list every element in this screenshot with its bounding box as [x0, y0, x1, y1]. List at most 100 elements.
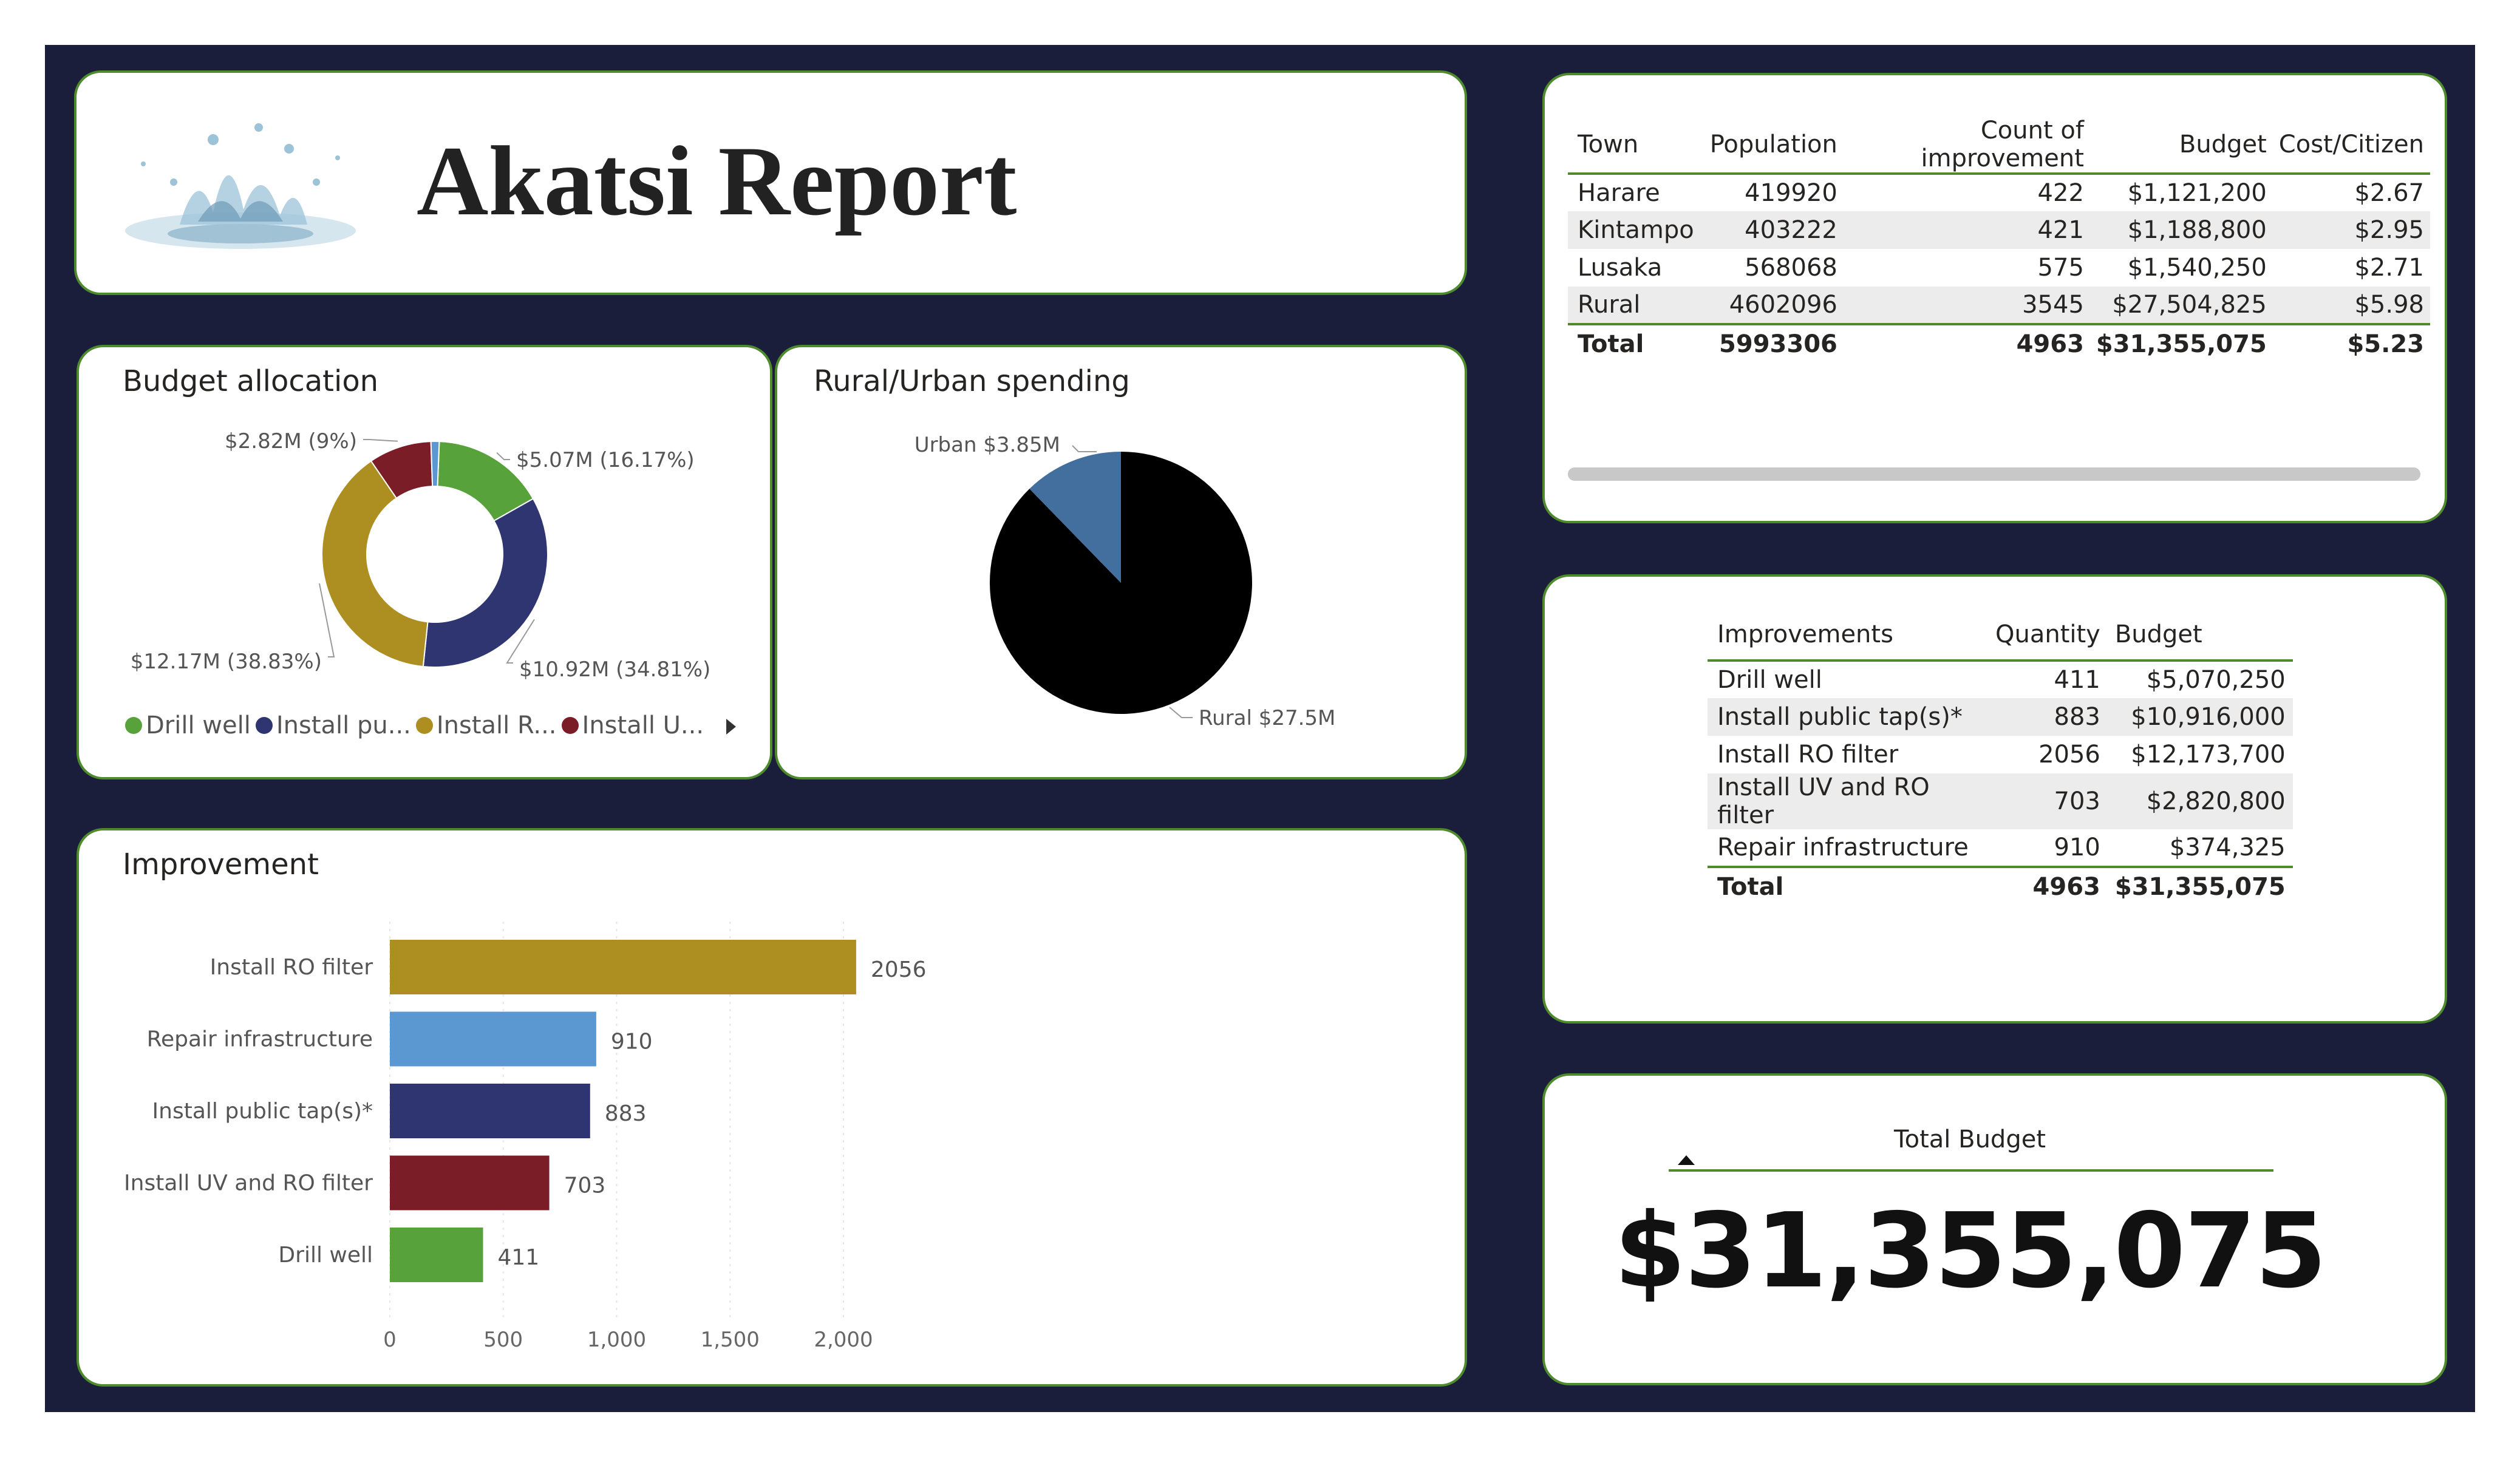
- table-cell: $5,070,250: [2146, 666, 2286, 694]
- table-cell: $374,325: [2169, 834, 2286, 861]
- total-population: 5993306: [1703, 323, 1844, 363]
- table-cell: $5.98: [2354, 291, 2424, 319]
- bar-data-label: 883: [605, 1101, 647, 1126]
- table-cell: $12,173,700: [2131, 741, 2286, 769]
- bar[interactable]: [390, 940, 856, 994]
- donut-data-label: $10.92M (34.81%): [519, 657, 710, 682]
- table-cell: $1,540,250: [2127, 254, 2267, 282]
- legend-label: Install R...: [436, 712, 557, 739]
- column-header-budget[interactable]: Budget: [2089, 117, 2273, 175]
- column-header-town[interactable]: Town: [1568, 117, 1704, 175]
- table-row[interactable]: Drill well 411 $5,070,250: [1708, 661, 2293, 698]
- column-header-quantity[interactable]: Quantity: [1988, 610, 2108, 662]
- table-cell: $2.95: [2354, 216, 2424, 244]
- legend-item-drill-well[interactable]: Drill well: [125, 712, 251, 739]
- legend-dot: [415, 717, 433, 734]
- table-cell: $27,504,825: [2112, 291, 2267, 319]
- table-row[interactable]: Lusaka 568068 575 $1,540,250 $2.71: [1568, 249, 2430, 287]
- table-cell: $2,820,800: [2146, 787, 2286, 815]
- legend-item-install-ro[interactable]: Install R...: [415, 712, 557, 739]
- total-budget-label: Total Budget: [1894, 1126, 2046, 1153]
- column-header-count[interactable]: Count of improvement: [1843, 117, 2090, 175]
- table-cell: 568068: [1745, 254, 1837, 282]
- rural-urban-card: Rural/Urban spending Urban $3.85M Rural $…: [775, 345, 1467, 779]
- improvement-title: Improvement: [123, 847, 319, 881]
- donut-slice[interactable]: [321, 460, 429, 668]
- leader-line: [506, 619, 535, 664]
- report-title: Akatsi Report: [417, 126, 1017, 236]
- town-table-header-row: Town Population Count of improvement Bud…: [1568, 117, 2430, 175]
- table-cell: Repair infrastructure: [1717, 834, 1969, 861]
- total-budget: $31,355,075: [2107, 866, 2293, 906]
- table-cell: Lusaka: [1578, 254, 1663, 282]
- column-header-cost-per-citizen[interactable]: Cost/Citizen: [2272, 117, 2430, 175]
- budget-allocation-legend: Drill well Install pu... Install R... In…: [125, 712, 704, 739]
- total-budget-card: Total Budget $31,355,075: [1542, 1073, 2447, 1385]
- donut-slice[interactable]: [430, 441, 440, 487]
- total-budget: $31,355,075: [2089, 323, 2273, 363]
- table-row[interactable]: Install UV and RO filter 703 $2,820,800: [1708, 773, 2293, 829]
- table-cell: Drill well: [1717, 666, 1822, 694]
- bar-data-label: 703: [564, 1173, 606, 1198]
- table-row[interactable]: Install public tap(s)* 883 $10,916,000: [1708, 698, 2293, 736]
- legend-label: Drill well: [146, 712, 251, 739]
- table-row[interactable]: Kintampo 403222 421 $1,188,800 $2.95: [1568, 211, 2430, 249]
- horizontal-scrollbar[interactable]: [1568, 467, 2420, 481]
- legend-dot: [255, 717, 273, 734]
- table-cell: 422: [2037, 179, 2084, 207]
- table-cell: 883: [2054, 703, 2100, 731]
- column-header-budget[interactable]: Budget: [2107, 610, 2293, 662]
- bar[interactable]: [390, 1011, 596, 1067]
- donut-data-label: $12.17M (38.83%): [131, 650, 322, 674]
- total-quantity: 4963: [1988, 866, 2108, 906]
- x-tick-label: 500: [483, 1328, 523, 1352]
- y-category-label: Install public tap(s)*: [152, 1099, 373, 1124]
- rural-urban-title: Rural/Urban spending: [814, 364, 1130, 398]
- y-category-label: Repair infrastructure: [147, 1027, 373, 1052]
- improvements-table-header-row: Improvements Quantity Budget: [1708, 610, 2293, 662]
- table-row[interactable]: Harare 419920 422 $1,121,200 $2.67: [1568, 174, 2430, 211]
- column-header-improvements[interactable]: Improvements: [1708, 610, 1988, 662]
- table-row[interactable]: Install RO filter 2056 $12,173,700: [1708, 736, 2293, 773]
- table-cell: Install RO filter: [1717, 741, 1899, 769]
- sort-up-icon[interactable]: [1677, 1155, 1695, 1166]
- pie-data-label-urban: Urban $3.85M: [914, 433, 1060, 457]
- y-category-label: Drill well: [278, 1243, 373, 1268]
- table-cell: 2056: [2038, 741, 2100, 769]
- total-cost-per-citizen: $5.23: [2272, 323, 2430, 363]
- donut-data-label: $2.82M (9%): [225, 429, 357, 453]
- leader-line: [1072, 445, 1097, 452]
- town-table-total-row: Total 5993306 4963 $31,355,075 $5.23: [1568, 323, 2430, 363]
- table-cell: 703: [2054, 787, 2100, 815]
- rural-urban-pie-chart: Urban $3.85M Rural $27.5M: [914, 433, 1336, 730]
- legend-next-arrow-icon[interactable]: [724, 718, 738, 736]
- legend-label: Install pu...: [276, 712, 411, 739]
- pie-data-label-rural: Rural $27.5M: [1199, 706, 1335, 730]
- improvements-table: Improvements Quantity Budget Drill well 4…: [1708, 610, 2293, 906]
- water-splash-logo: [125, 123, 356, 249]
- legend-dot: [125, 717, 142, 734]
- leader-line: [363, 439, 398, 442]
- table-cell: $10,916,000: [2131, 703, 2286, 731]
- legend-item-install-public-tap[interactable]: Install pu...: [255, 712, 411, 739]
- table-row[interactable]: Repair infrastructure 910 $374,325: [1708, 829, 2293, 867]
- total-budget-divider: [1669, 1169, 2273, 1172]
- pie-slice-urban[interactable]: [1029, 452, 1121, 583]
- bar[interactable]: [390, 1228, 483, 1282]
- bar[interactable]: [390, 1155, 550, 1211]
- bar-data-label: 910: [611, 1030, 653, 1055]
- town-table: Town Population Count of improvement Bud…: [1568, 117, 2430, 363]
- legend-item-install-uv[interactable]: Install U...: [561, 712, 704, 739]
- table-cell: 421: [2037, 216, 2084, 244]
- total-label: Total: [1568, 323, 1704, 363]
- table-cell: $1,121,200: [2127, 179, 2267, 207]
- column-header-population[interactable]: Population: [1703, 117, 1844, 175]
- table-row[interactable]: Rural 4602096 3545 $27,504,825 $5.98: [1568, 287, 2430, 324]
- table-cell: Install public tap(s)*: [1717, 703, 1963, 731]
- donut-slice[interactable]: [422, 498, 548, 668]
- x-tick-label: 0: [383, 1328, 397, 1352]
- bar[interactable]: [390, 1084, 590, 1138]
- budget-allocation-donut-chart: $5.07M (16.17%) $10.92M (34.81%) $12.17M (…: [131, 429, 711, 682]
- budget-allocation-card: Budget allocation $5.07M (16.17%) $10.92M…: [77, 345, 772, 779]
- header-card: Akatsi Report: [74, 70, 1467, 295]
